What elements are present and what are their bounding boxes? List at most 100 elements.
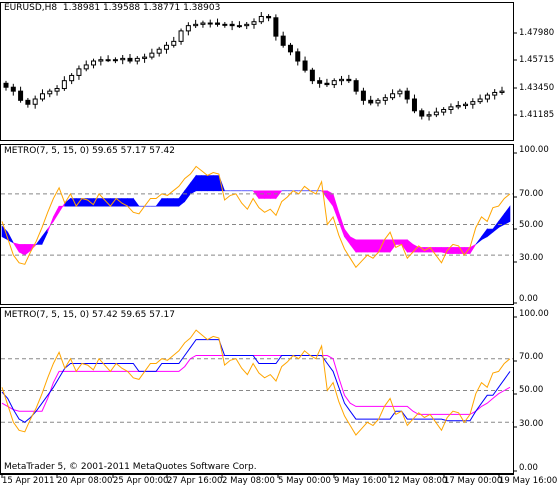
- cloud-down-segment: [361, 239, 368, 253]
- indicator1-tick: 0.00: [519, 294, 538, 304]
- cloud-down-segment: [435, 247, 442, 253]
- time-tick: 25 Apr 00:00: [113, 476, 169, 486]
- candle-body: [324, 82, 330, 86]
- candle-body: [280, 35, 286, 46]
- candle-body: [346, 78, 352, 82]
- time-tick: 19 May 16:00: [499, 476, 558, 486]
- candle-body: [499, 90, 505, 93]
- candle-body: [120, 57, 126, 61]
- indicator1-tick: 100.00: [519, 145, 549, 155]
- candle-body: [382, 97, 388, 101]
- candle-body: [477, 98, 483, 103]
- cloud-up-segment: [201, 175, 208, 192]
- candle-body: [10, 86, 16, 92]
- ohlc-values: 1.38981 1.39588 1.38771 1.38903: [62, 3, 221, 13]
- price-tick: 1.41185: [519, 110, 555, 120]
- candle-body: [39, 93, 45, 100]
- candle-body: [83, 64, 89, 70]
- candle-body: [331, 80, 337, 86]
- cloud-up-segment: [7, 232, 15, 244]
- candle-body: [163, 44, 169, 50]
- candle-body: [244, 23, 250, 27]
- candle-body: [32, 98, 38, 105]
- indicator1-label: METRO(7, 5, 15, 0) 59.65 57.17 57.42: [4, 146, 175, 156]
- candle-body: [142, 56, 148, 59]
- cloud-down-segment: [264, 190, 271, 199]
- candle-body: [222, 23, 228, 26]
- candle-body: [3, 82, 9, 88]
- candle-body: [200, 22, 206, 25]
- cloud-down-segment: [372, 239, 380, 253]
- candle-body: [295, 51, 301, 62]
- cloud-up-segment: [212, 175, 220, 192]
- candle-body: [309, 69, 315, 82]
- candle-body: [105, 59, 111, 62]
- cloud-up-segment: [195, 175, 203, 192]
- candle-body: [426, 114, 432, 117]
- cloud-down-segment: [452, 247, 459, 254]
- cloud-down-segment: [269, 190, 277, 199]
- cloud-up-segment: [167, 198, 174, 207]
- cloud-up-segment: [172, 198, 180, 207]
- candle-body: [433, 111, 439, 116]
- candle-body: [390, 93, 396, 99]
- candle-body: [258, 15, 264, 23]
- candle-body: [251, 21, 257, 25]
- candle-body: [411, 98, 417, 112]
- candle-body: [134, 57, 140, 62]
- candle-body: [484, 94, 490, 100]
- indicator1-tick: 50.00: [519, 220, 544, 230]
- candle-body: [76, 68, 82, 76]
- candle-body: [360, 90, 366, 101]
- time-tick: 12 May 08:00: [389, 476, 448, 486]
- candle-body: [215, 22, 221, 25]
- time-tick: 17 May 00:00: [444, 476, 503, 486]
- price-tick: 1.47980: [519, 28, 555, 38]
- candle-body: [339, 78, 345, 82]
- indicator2-label: METRO(7, 5, 15, 0) 57.42 59.65 57.17: [4, 310, 175, 320]
- time-tick: 27 Apr 16:00: [167, 476, 223, 486]
- symbol-label: EURUSD,H8 1.38981 1.39588 1.38771 1.3890…: [4, 3, 220, 14]
- candle-body: [61, 80, 67, 90]
- cloud-down-segment: [258, 190, 265, 199]
- cloud-up-segment: [207, 175, 214, 192]
- time-tick: 2 May 08:00: [222, 476, 275, 486]
- candle-body: [207, 22, 213, 25]
- candle-body: [156, 48, 162, 54]
- candle-body: [54, 88, 60, 92]
- cloud-down-segment: [469, 243, 477, 255]
- candle-body: [273, 17, 279, 37]
- candle-body: [441, 108, 447, 113]
- candle-body: [470, 101, 476, 105]
- price-tick: 1.45715: [519, 55, 555, 65]
- candle-body: [419, 110, 425, 117]
- candle-body: [193, 23, 199, 27]
- indicator2-rsi-line: [1, 329, 511, 436]
- pane-frame-1: [0, 2, 514, 141]
- time-tick: 20 Apr 08:00: [57, 476, 113, 486]
- copyright-text: MetaTrader 5, © 2001-2011 MetaQuotes Sof…: [4, 462, 257, 472]
- candle-body: [492, 91, 498, 96]
- candle-body: [404, 90, 410, 100]
- candle-body: [375, 99, 381, 104]
- cloud-up-segment: [127, 198, 134, 207]
- candle-body: [229, 23, 235, 27]
- cloud-down-segment: [446, 247, 454, 254]
- candle-body: [236, 25, 242, 28]
- time-tick: 5 May 00:00: [278, 476, 331, 486]
- cloud-down-segment: [395, 239, 402, 245]
- candle-body: [171, 40, 177, 46]
- indicator2-tick: 100.00: [519, 309, 549, 319]
- indicator1-tick: 70.00: [519, 189, 544, 199]
- candle-body: [18, 90, 24, 101]
- indicator1-tick: 30.00: [519, 253, 544, 263]
- candle-body: [448, 106, 454, 110]
- candle-body: [112, 59, 118, 62]
- cloud-down-segment: [355, 239, 362, 253]
- cloud-up-segment: [503, 205, 511, 226]
- indicator1-rsi-line: [1, 165, 511, 269]
- cloud-down-segment: [367, 239, 374, 253]
- candle-body: [25, 99, 31, 105]
- candle-body: [455, 105, 461, 108]
